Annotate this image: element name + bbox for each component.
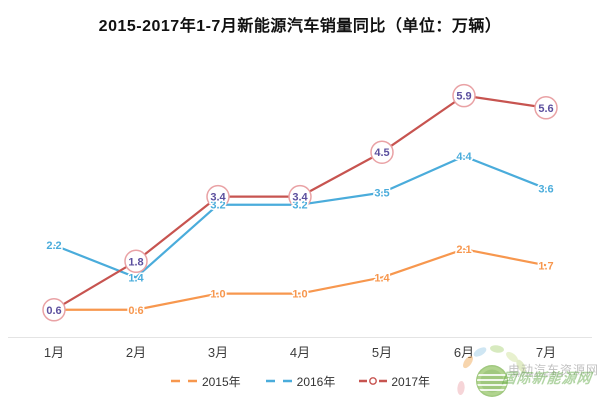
- data-label-2017年: 1.8: [128, 256, 143, 268]
- data-label-2016年: 3.2: [210, 200, 225, 212]
- line-circle-icon: [359, 377, 388, 385]
- data-label-2016年: 2.2: [46, 240, 61, 252]
- data-label-2017年: 5.6: [538, 103, 553, 115]
- x-axis-label: 6月: [454, 345, 474, 360]
- data-label-2015年: 0.6: [128, 305, 143, 317]
- x-axis-label: 4月: [290, 345, 310, 360]
- data-label-2015年: 1.4: [374, 272, 390, 284]
- circle-marker-2017年: [206, 184, 230, 209]
- data-label-2015年: 2.1: [456, 244, 471, 256]
- data-label-2016年: 1.4: [128, 272, 144, 284]
- data-label-2016年: 3.2: [292, 200, 307, 212]
- legend-item-2017[interactable]: 2017年: [359, 373, 430, 390]
- data-label-2015年: 1.0: [292, 289, 307, 301]
- data-label-2016年: 4.4: [456, 151, 472, 163]
- data-label-2017年: 0.6: [46, 305, 61, 317]
- data-label-2017年: 5.9: [456, 91, 471, 103]
- circle-marker-2017年: [370, 140, 394, 164]
- chart-title: 2015-2017年1-7月新能源汽车销量同比（单位：万辆）: [98, 18, 502, 35]
- x-axis-label: 5月: [372, 345, 392, 360]
- x-axis-label: 1月: [44, 345, 64, 360]
- circle-marker-2017年: [288, 184, 312, 209]
- data-label-2017年: 3.4: [292, 192, 308, 204]
- legend-label: 2016年: [296, 374, 336, 389]
- x-axis-label: 7月: [536, 345, 556, 360]
- legend-label: 2017年: [391, 374, 431, 389]
- legend-label: 2015年: [201, 374, 241, 389]
- data-label-2016年: 3.6: [538, 184, 553, 196]
- x-axis-label: 3月: [208, 345, 228, 360]
- x-axis-label: 2月: [126, 345, 146, 360]
- data-label-2017年: 4.5: [374, 147, 389, 159]
- legend: 2015年 2016年 2017年: [0, 372, 600, 390]
- dashed-line-icon: [170, 379, 197, 383]
- data-label-2017年: 3.4: [210, 192, 226, 204]
- circle-marker-2017年: [124, 249, 148, 274]
- circle-marker-2017年: [42, 298, 66, 322]
- series-line-2015年: [54, 248, 547, 311]
- dashed-line-icon: [265, 379, 292, 383]
- circle-marker-2017年: [452, 83, 476, 108]
- legend-item-2016[interactable]: 2016年: [265, 373, 336, 390]
- legend-item-2015[interactable]: 2015年: [170, 373, 241, 390]
- data-label-2015年: 1.7: [538, 260, 553, 272]
- data-label-2016年: 3.5: [374, 188, 389, 200]
- data-label-2015年: 1.0: [210, 289, 225, 301]
- circle-marker-2017年: [534, 96, 558, 120]
